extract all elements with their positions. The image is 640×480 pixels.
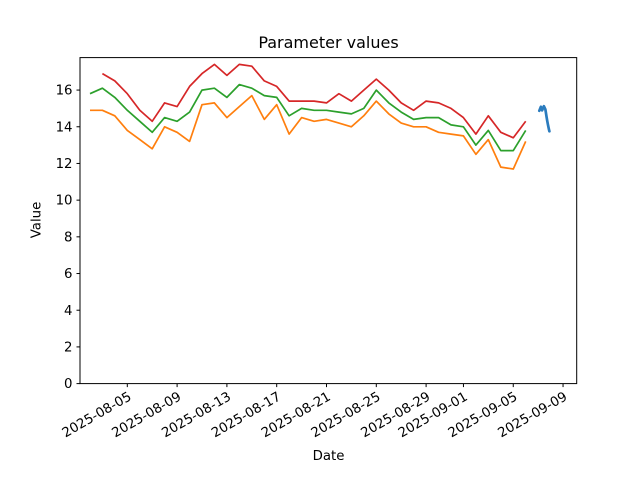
y-tick-label: 8 xyxy=(64,230,72,245)
pen-annotation xyxy=(537,104,551,133)
y-tick-label: 12 xyxy=(56,157,73,172)
series-green-line xyxy=(89,83,527,152)
y-tick-label: 0 xyxy=(64,377,72,392)
y-tick-label: 14 xyxy=(56,120,73,135)
y-axis-label: Value xyxy=(29,201,45,239)
chart-title: Parameter values xyxy=(258,33,399,52)
y-tick-label: 4 xyxy=(64,304,72,319)
x-axis-label: Date xyxy=(312,449,345,464)
y-tick-label: 10 xyxy=(56,194,73,209)
y-tick-label: 2 xyxy=(64,341,72,356)
y-tick-label: 6 xyxy=(64,267,72,282)
series-orange-line xyxy=(90,94,527,170)
series-red-line xyxy=(101,63,527,139)
y-tick-label: 16 xyxy=(56,84,73,99)
plot-area xyxy=(79,57,578,385)
